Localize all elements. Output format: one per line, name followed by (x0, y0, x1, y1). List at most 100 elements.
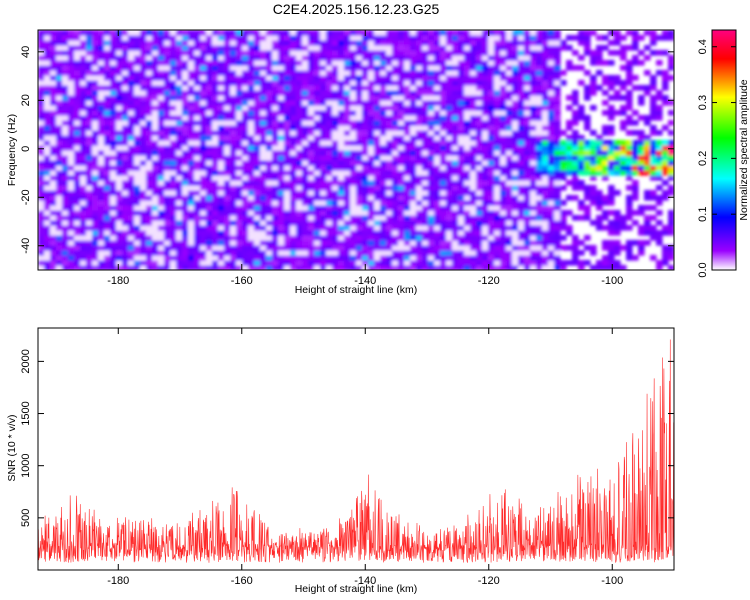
spectrogram-cell (548, 250, 555, 256)
spectrogram-cell (476, 180, 483, 186)
spectrogram-cell (470, 35, 477, 41)
spectrogram-cell (656, 260, 663, 266)
spectrogram-cell (302, 65, 309, 71)
spectrogram-cell (554, 250, 561, 256)
spectrogram-cell (548, 45, 555, 51)
spectrogram-cell (584, 155, 591, 161)
spectrogram-cell (104, 155, 111, 161)
spectrogram-cell (506, 260, 513, 266)
spectrogram-cell (512, 220, 519, 226)
spectrogram-cell (440, 35, 447, 41)
spectrogram-cell (188, 120, 195, 126)
spectrogram-cell (206, 70, 213, 76)
spectrogram-cell (128, 30, 135, 36)
spectrogram-cell (506, 200, 513, 206)
spectrogram-cell (260, 110, 267, 116)
spectrogram-cell (242, 255, 249, 261)
spectrogram-cell (650, 170, 657, 176)
spectrogram-cell (260, 255, 267, 261)
spectrogram-cell (536, 210, 543, 216)
spectrogram-cell (452, 220, 459, 226)
spectrogram-cell (158, 190, 165, 196)
spectrogram-cell (548, 255, 555, 261)
spectrogram-cell (110, 225, 117, 231)
spectrogram-cell (392, 110, 399, 116)
spectrogram-cell (284, 135, 291, 141)
spectrogram-cell (116, 105, 123, 111)
spectrogram-cell (440, 225, 447, 231)
spectrogram-cell (380, 40, 387, 46)
spectrogram-cell (344, 105, 351, 111)
spectrogram-cell (446, 185, 453, 191)
spectrogram-cell (92, 80, 99, 86)
spectrogram-cell (428, 65, 435, 71)
spectrogram-cell (548, 145, 555, 151)
spectrogram-cell (656, 70, 663, 76)
spectrogram-cell (170, 135, 177, 141)
spectrogram-cell (554, 170, 561, 176)
spectrogram-cell (452, 260, 459, 266)
spectrogram-cell (314, 50, 321, 56)
spectrogram-cell (296, 200, 303, 206)
spectrogram-cell (338, 50, 345, 56)
spectrogram-cell (266, 70, 273, 76)
spectrogram-cell (68, 260, 75, 266)
spectrogram-cell (344, 95, 351, 101)
spectrogram-cell (470, 250, 477, 256)
spectrogram-cell (422, 60, 429, 66)
spectrogram-cell (182, 265, 189, 270)
spectrogram-cell (332, 80, 339, 86)
spectrogram-cell (386, 205, 393, 211)
spectrogram-cell (206, 110, 213, 116)
spectrogram-cell (626, 200, 633, 206)
spectrogram-cell (356, 65, 363, 71)
spectrogram-cell (314, 145, 321, 151)
spectrogram-cell (296, 40, 303, 46)
spectrogram-cell (242, 195, 249, 201)
spectrogram-cell (308, 125, 315, 131)
spectrogram-cell (482, 175, 489, 181)
spectrogram-cell (572, 65, 579, 71)
spectrogram-cell (422, 190, 429, 196)
spectrogram-cell (266, 50, 273, 56)
spectrogram-cell (68, 40, 75, 46)
spectrogram-cell (488, 230, 495, 236)
spectrogram-cell (452, 125, 459, 131)
spectrogram-cell (314, 55, 321, 61)
spectrogram-cell (332, 30, 339, 36)
spectrogram-cell (608, 255, 615, 261)
spectrogram-cell (164, 175, 171, 181)
spectrogram-cell (56, 225, 63, 231)
spectrogram-cell (140, 125, 147, 131)
spectrogram-cell (566, 210, 573, 216)
spectrogram-cell (128, 200, 135, 206)
spectrogram-cell (626, 30, 633, 36)
spectrogram-cell (242, 155, 249, 161)
spectrogram-cell (380, 230, 387, 236)
spectrogram-cell (482, 235, 489, 241)
spectrogram-cell (392, 45, 399, 51)
spectrogram-cell (86, 170, 93, 176)
spectrogram-cell (158, 205, 165, 211)
spectrogram-cell (386, 190, 393, 196)
spectrogram-cell (140, 80, 147, 86)
spectrogram-cell (596, 155, 603, 161)
spectrogram-cell (86, 140, 93, 146)
spectrogram-cell (146, 45, 153, 51)
spectrogram-cell (116, 90, 123, 96)
spectrogram-cell (314, 250, 321, 256)
spectrogram-cell (122, 110, 129, 116)
spectrogram-cell (644, 225, 651, 231)
spectrogram-cell (380, 85, 387, 91)
spectrogram-cell (242, 125, 249, 131)
spectrogram-cell (476, 80, 483, 86)
spectrogram-cell (470, 120, 477, 126)
spectrogram-cell (530, 140, 537, 146)
spectrogram-cell (218, 130, 225, 136)
spectrogram-cell (374, 165, 381, 171)
spectrogram-cell (44, 120, 51, 126)
spectrogram-cell (428, 180, 435, 186)
spectrogram-cell (422, 50, 429, 56)
spectrogram-cell (458, 30, 465, 36)
spectrogram-cell (338, 95, 345, 101)
